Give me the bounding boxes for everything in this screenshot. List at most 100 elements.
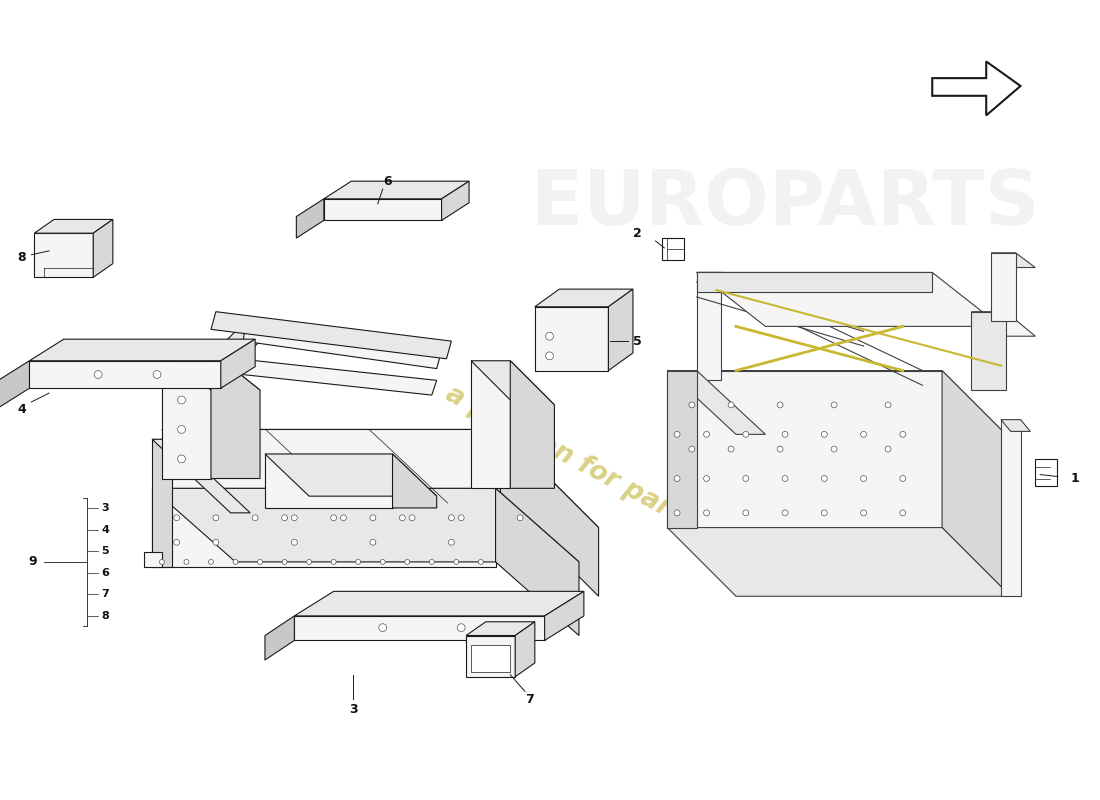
Circle shape: [728, 446, 734, 452]
Polygon shape: [500, 430, 598, 596]
Circle shape: [704, 431, 710, 438]
Circle shape: [399, 515, 405, 521]
Polygon shape: [471, 646, 510, 672]
Polygon shape: [466, 622, 535, 635]
Circle shape: [370, 539, 376, 546]
Circle shape: [341, 515, 346, 521]
Text: 8: 8: [18, 251, 26, 264]
Circle shape: [689, 402, 695, 408]
Circle shape: [886, 402, 891, 408]
Polygon shape: [608, 289, 632, 370]
Polygon shape: [696, 273, 722, 380]
Circle shape: [233, 559, 238, 564]
Polygon shape: [152, 488, 496, 567]
Circle shape: [778, 402, 783, 408]
Circle shape: [95, 370, 102, 378]
Text: 2: 2: [634, 226, 642, 240]
Polygon shape: [221, 339, 255, 388]
Circle shape: [822, 510, 827, 516]
Circle shape: [822, 475, 827, 482]
Circle shape: [886, 446, 891, 452]
Polygon shape: [94, 219, 113, 278]
Polygon shape: [152, 439, 172, 567]
Circle shape: [832, 446, 837, 452]
Circle shape: [378, 624, 386, 631]
Polygon shape: [668, 370, 1011, 439]
Polygon shape: [211, 312, 451, 358]
Circle shape: [704, 510, 710, 516]
Polygon shape: [323, 199, 441, 221]
Polygon shape: [471, 361, 510, 488]
Circle shape: [177, 396, 186, 404]
Polygon shape: [466, 635, 515, 677]
Circle shape: [449, 515, 454, 521]
Circle shape: [674, 431, 680, 438]
Polygon shape: [668, 370, 942, 527]
Circle shape: [177, 455, 186, 463]
Circle shape: [546, 352, 553, 360]
Text: 4: 4: [101, 525, 109, 534]
Circle shape: [704, 475, 710, 482]
Circle shape: [307, 559, 311, 564]
Circle shape: [742, 475, 749, 482]
Text: 3: 3: [349, 702, 358, 716]
Circle shape: [742, 431, 749, 438]
Polygon shape: [535, 289, 632, 306]
Circle shape: [257, 559, 263, 564]
Polygon shape: [535, 306, 608, 370]
Polygon shape: [144, 552, 162, 567]
Circle shape: [292, 515, 297, 521]
Polygon shape: [162, 430, 501, 498]
Circle shape: [517, 515, 522, 521]
Circle shape: [160, 559, 164, 564]
Circle shape: [454, 559, 459, 564]
Polygon shape: [152, 488, 579, 562]
Circle shape: [184, 559, 189, 564]
Polygon shape: [991, 253, 1035, 267]
Polygon shape: [206, 356, 437, 395]
Circle shape: [381, 559, 385, 564]
Polygon shape: [323, 181, 469, 199]
Polygon shape: [668, 527, 1011, 596]
Polygon shape: [1001, 420, 1021, 596]
Polygon shape: [265, 454, 437, 496]
Circle shape: [782, 475, 788, 482]
Text: 7: 7: [101, 590, 109, 599]
Circle shape: [459, 515, 464, 521]
Text: 5: 5: [634, 334, 642, 348]
Polygon shape: [265, 454, 393, 508]
Polygon shape: [696, 273, 741, 290]
Circle shape: [900, 510, 905, 516]
Text: 6: 6: [383, 174, 392, 188]
Polygon shape: [696, 273, 932, 292]
Polygon shape: [162, 430, 598, 527]
Polygon shape: [496, 488, 579, 635]
Circle shape: [674, 510, 680, 516]
Text: 6: 6: [101, 568, 109, 578]
Text: EUROPARTS: EUROPARTS: [530, 166, 1040, 241]
Circle shape: [282, 559, 287, 564]
Circle shape: [174, 539, 179, 546]
Polygon shape: [152, 439, 250, 513]
Circle shape: [292, 539, 297, 546]
Polygon shape: [295, 591, 584, 616]
Circle shape: [458, 624, 465, 631]
Circle shape: [832, 402, 837, 408]
Circle shape: [355, 559, 361, 564]
Polygon shape: [515, 622, 535, 677]
Text: 3: 3: [101, 503, 109, 513]
Polygon shape: [1001, 420, 1031, 431]
Polygon shape: [668, 370, 766, 434]
Polygon shape: [295, 616, 544, 641]
Circle shape: [177, 426, 186, 434]
Polygon shape: [265, 616, 295, 660]
Polygon shape: [971, 312, 1035, 336]
Text: 1: 1: [1070, 472, 1079, 485]
Polygon shape: [296, 199, 323, 238]
Circle shape: [860, 431, 867, 438]
Polygon shape: [696, 273, 1001, 326]
Circle shape: [778, 446, 783, 452]
Circle shape: [860, 475, 867, 482]
Polygon shape: [393, 454, 437, 508]
Polygon shape: [668, 370, 696, 527]
